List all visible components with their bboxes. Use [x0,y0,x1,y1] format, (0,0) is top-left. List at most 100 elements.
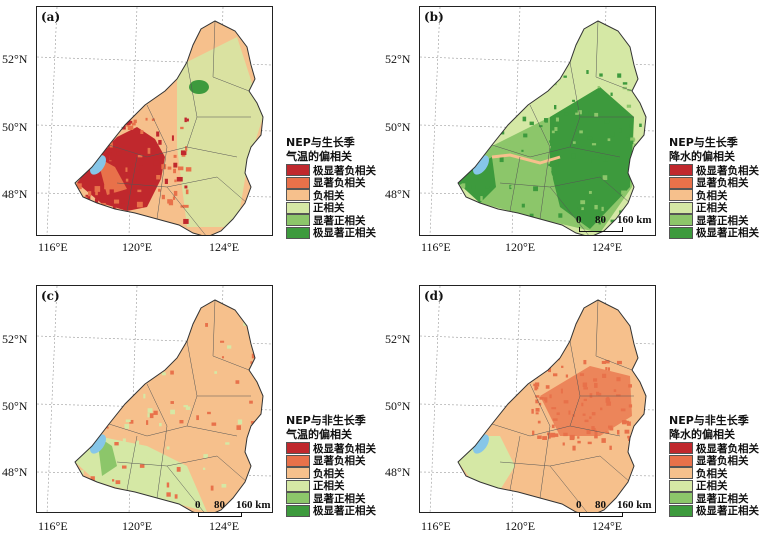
legend-item: 显著正相关 [286,214,376,227]
scale-label-0: 0 [576,214,582,226]
legend-title-line1: NEP与非生长季 [286,414,366,427]
lat-label-48: 48°N [2,465,28,479]
legend-label: 极显著正相关 [696,505,759,518]
legend-swatch [286,504,310,517]
lon-label-124: 124°E [592,240,623,254]
scalebar-line [579,512,623,517]
legend-swatch [669,176,693,189]
legend-swatch [669,164,693,177]
lat-label-52: 52°N [385,52,411,66]
lat-label-52: 52°N [2,52,28,66]
legend-rows: 极显著负相关 显著负相关 负相关 正相关 显著正相关 极显著正相关 [669,442,759,517]
lon-label-124: 124°E [209,240,240,254]
legend-item: 显著负相关 [286,454,376,468]
legend-a: NEP与生长季 气温的偏相关 极显著负相关 显著负相关 负相关 正相关 显著正相关 极显著… [286,136,376,239]
map-frame-b: (b) [419,6,656,236]
scale-label-160: 160 km [617,499,652,511]
legend-swatch [669,467,693,480]
legend-title-line2: 降水的偏相关 [669,150,735,163]
scale-label-0: 0 [195,499,201,511]
legend-b: NEP与生长季 降水的偏相关 极显著负相关 显著负相关 负相关 正相关 显著正相关 极显著… [669,136,759,239]
legend-item: 正相关 [669,479,759,493]
map-svg-a [37,7,272,235]
lon-label-124: 124°E [592,519,623,533]
map-svg-b [420,7,655,235]
legend-item: 极显著正相关 [669,504,759,518]
map-frame-a: (a) [36,6,273,236]
lon-label-116: 116°E [38,240,68,254]
legend-swatch [286,226,310,239]
legend-swatch [286,189,310,202]
legend-item: 负相关 [669,189,759,202]
legend-label: 显著负相关 [696,455,749,468]
legend-swatch [286,492,310,505]
legend-item: 极显著正相关 [286,226,376,239]
county-boundaries [491,21,634,235]
legend-label: 显著正相关 [696,492,749,505]
county-boundaries [108,21,251,235]
legend-item: 负相关 [286,467,376,480]
lat-label-48: 48°N [385,465,411,479]
legend-label: 正相关 [313,480,345,493]
lake [473,434,489,454]
legend-swatch [669,479,693,492]
legend-rows: 极显著负相关 显著负相关 负相关 正相关 显著正相关 极显著正相关 [286,442,376,517]
scalebar-b: 0 80 160 km [576,214,659,232]
lat-label-50: 50°N [385,399,411,413]
legend-label: 正相关 [696,480,728,493]
legend-swatch [286,214,310,227]
panel-label-c: (c) [41,289,60,303]
lon-label-120: 120°E [122,519,153,533]
legend-label: 负相关 [696,189,728,202]
legend-item: 负相关 [669,467,759,480]
legend-label: 极显著负相关 [696,164,759,177]
panel-c: (c) 52°N 50°N 48°N 116°E 120°E 124°E 0 8… [0,269,383,538]
legend-swatch [286,164,310,177]
lake [90,434,106,454]
legend-swatch [669,504,693,517]
county-boundaries [108,300,251,512]
lon-label-120: 120°E [505,240,536,254]
legend-label: 极显著负相关 [313,164,376,177]
lake [473,155,489,175]
legend-item: 显著正相关 [669,214,759,227]
legend-swatch [669,201,693,214]
legend-label: 显著正相关 [696,214,749,227]
panel-a: (a) 52°N 50°N 48°N 116°E 120°E 124°E NEP… [0,0,383,269]
legend-label: 极显著正相关 [696,227,759,240]
legend-item: 极显著负相关 [286,442,376,455]
lat-label-52: 52°N [2,332,28,346]
legend-swatch [286,454,310,467]
lon-label-124: 124°E [209,519,240,533]
legend-title-line2: 气温的偏相关 [286,150,352,163]
map-frame-c: (c) [36,285,273,513]
legend-swatch [286,201,310,214]
map-frame-d: (d) [419,285,656,513]
legend-d: NEP与非生长季 降水的偏相关 极显著负相关 显著负相关 负相关 正相关 显著正相关 极显… [669,414,759,517]
legend-label: 负相关 [696,467,728,480]
scale-label-160: 160 km [236,499,271,511]
legend-swatch [669,214,693,227]
legend-title-line2: 气温的偏相关 [286,428,352,441]
legend-item: 极显著负相关 [669,164,759,177]
scalebar-d: 0 80 160 km [576,499,659,517]
legend-title-line1: NEP与非生长季 [669,414,749,427]
legend-swatch [286,479,310,492]
scale-label-80: 80 [595,214,606,226]
lat-label-48: 48°N [385,187,411,201]
panel-d: (d) 52°N 50°N 48°N 116°E 120°E 124°E 0 8… [383,269,766,538]
region-outline [74,299,264,512]
legend-item: 极显著负相关 [669,442,759,455]
legend-item: 极显著正相关 [286,504,376,518]
legend-label: 显著正相关 [313,214,366,227]
scalebar-line [579,227,623,232]
legend-swatch [286,176,310,189]
legend-label: 极显著正相关 [313,505,376,518]
lon-label-120: 120°E [122,240,153,254]
lon-label-116: 116°E [421,240,451,254]
scale-label-0: 0 [576,499,582,511]
legend-item: 显著负相关 [669,176,759,190]
legend-label: 显著负相关 [696,177,749,190]
region-outline [74,20,264,235]
legend-label: 显著负相关 [313,455,366,468]
